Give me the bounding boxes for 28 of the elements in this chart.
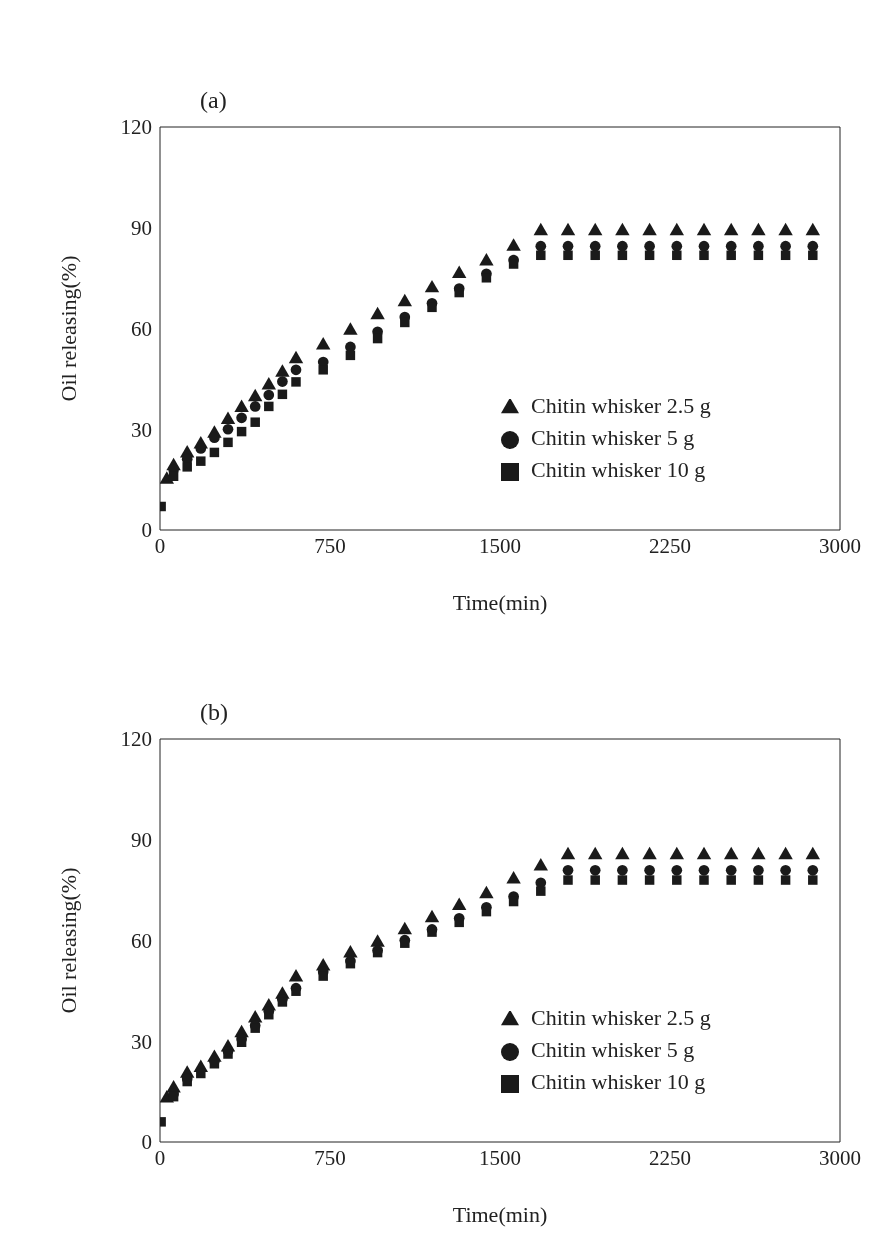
x-tick-label: 1500 xyxy=(479,1145,521,1170)
x-tick-label: 750 xyxy=(314,1145,346,1170)
y-tick-label: 30 xyxy=(131,1029,152,1054)
y-tick-label: 90 xyxy=(131,216,152,241)
x-tick-label: 1500 xyxy=(479,533,521,558)
legend-label: Chitin whisker 5 g xyxy=(531,1037,695,1062)
legend-label: Chitin whisker 5 g xyxy=(531,425,695,450)
x-axis-title: Time(min) xyxy=(452,1202,548,1227)
y-tick-label: 90 xyxy=(131,828,152,853)
y-tick-label: 30 xyxy=(131,417,152,442)
y-tick-label: 120 xyxy=(120,115,152,140)
y-tick-label: 60 xyxy=(131,928,152,953)
x-tick-label: 3000 xyxy=(819,1145,861,1170)
x-tick-label: 2250 xyxy=(649,1145,691,1170)
legend-label: Chitin whisker 10 g xyxy=(531,457,706,482)
legend-label: Chitin whisker 2.5 g xyxy=(531,393,711,418)
x-axis-title: Time(min) xyxy=(452,590,548,615)
text: (a) xyxy=(200,87,227,113)
y-axis-title: Oil releasing(%) xyxy=(55,255,81,402)
x-tick-label: 3000 xyxy=(819,533,861,558)
x-tick-label: 2250 xyxy=(649,533,691,558)
legend-label: Chitin whisker 10 g xyxy=(531,1069,706,1094)
y-tick-label: 120 xyxy=(120,727,152,752)
text: (b) xyxy=(200,699,228,725)
y-tick-label: 60 xyxy=(131,316,152,341)
legend-label: Chitin whisker 2.5 g xyxy=(531,1005,711,1030)
y-axis-title: Oil releasing(%) xyxy=(55,867,81,1014)
x-tick-label: 750 xyxy=(314,533,346,558)
